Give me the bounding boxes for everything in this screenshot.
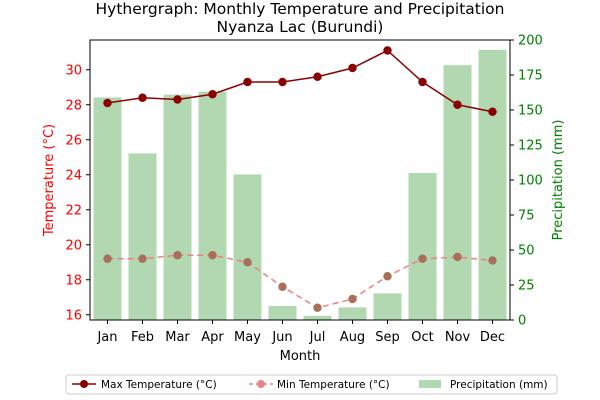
left-tick-label: 24 (65, 168, 82, 183)
precip-bar-jun (268, 306, 297, 320)
left-tick-label: 22 (65, 203, 82, 218)
month-tick-label: Dec (480, 330, 505, 345)
precip-bar-mar (163, 94, 192, 320)
month-tick-label: Nov (445, 330, 471, 345)
right-tick-label: 50 (518, 244, 535, 259)
max-temp-point-jul (313, 72, 322, 81)
right-tick-label: 200 (518, 34, 543, 49)
left-tick-label: 28 (65, 98, 82, 113)
right-tick-label: 125 (518, 139, 543, 154)
month-tick-label: Mar (165, 330, 190, 345)
min-temp-point-oct (418, 254, 427, 263)
chart-title: Hythergraph: Monthly Temperature and Pre… (96, 0, 505, 18)
left-tick-label: 18 (65, 273, 82, 288)
precip-bar-oct (408, 173, 437, 320)
left-tick-label: 16 (65, 308, 82, 323)
legend-box (65, 374, 558, 395)
month-axis: Jan Feb Mar Apr May Jun Jul Aug Sep Oct Nov Dec (96, 320, 505, 345)
min-temp-point-may (243, 258, 252, 267)
left-tick-label: 20 (65, 238, 82, 253)
min-temp-point-apr (208, 251, 217, 260)
right-tick-label: 25 (518, 279, 535, 294)
left-tick-label: 30 (65, 63, 82, 78)
right-tick-label: 75 (518, 209, 535, 224)
precip-bar-sep (373, 293, 402, 320)
legend-max-temp-label: Max Temperature (°C) (101, 379, 217, 391)
max-temp-point-jun (278, 77, 287, 87)
min-temp-line (107, 254, 493, 309)
right-tick-label: 150 (518, 104, 543, 119)
precip-bar-aug (338, 307, 367, 320)
right-axis-label: Precipitation (mm) (551, 120, 566, 241)
precip-bar-jul (303, 315, 332, 320)
max-temp-point-sep (383, 46, 392, 55)
legend-max-temp-marker (80, 380, 88, 388)
min-temp-point-jun (278, 282, 287, 291)
month-tick-label: Jul (309, 330, 326, 345)
max-temp-point-nov (453, 100, 462, 109)
temperature-lines (103, 46, 497, 312)
precipitation-bars (93, 49, 507, 321)
month-tick-label: Jan (96, 330, 117, 345)
max-temp-point-mar (173, 95, 182, 104)
left-axis-label: Temperature (°C) (42, 124, 57, 237)
month-tick-label: Aug (340, 330, 365, 345)
month-tick-label: Feb (131, 330, 154, 345)
precip-bar-dec (478, 49, 507, 321)
chart-subtitle: Nyanza Lac (Burundi) (217, 18, 384, 36)
min-temp-point-jul (313, 303, 322, 312)
min-temp-point-mar (173, 251, 182, 260)
legend-min-temp-marker (257, 380, 265, 388)
max-temp-point-aug (348, 63, 357, 73)
legend-precip-label: Precipitation (mm) (450, 379, 548, 391)
precip-bar-apr (198, 91, 227, 320)
precip-bar-feb (128, 153, 157, 320)
left-tick-label: 26 (65, 133, 82, 148)
right-tick-label: 0 (518, 314, 526, 329)
max-temp-line (107, 49, 493, 113)
min-temp-point-dec (488, 256, 497, 265)
right-tick-label: 175 (518, 69, 543, 84)
max-temp-point-oct (418, 77, 427, 87)
min-temp-point-aug (348, 294, 357, 304)
month-tick-label: Apr (201, 330, 224, 345)
precip-bar-jan (93, 97, 122, 321)
legend-precip-swatch (419, 380, 441, 388)
min-temp-point-sep (383, 272, 392, 281)
max-temp-point-jan (103, 98, 112, 108)
month-tick-label: Jun (271, 330, 292, 345)
min-temp-point-nov (453, 252, 462, 262)
max-temp-point-dec (488, 107, 497, 116)
max-temp-point-feb (138, 93, 147, 102)
max-temp-point-may (243, 77, 252, 87)
legend: Max Temperature (°C) Min Temperature (°C… (65, 374, 558, 395)
max-temp-point-apr (208, 90, 217, 99)
left-temperature-axis: 16 18 20 22 24 26 28 30 (65, 63, 90, 323)
x-axis-label: Month (280, 349, 321, 364)
legend-min-temp-label: Min Temperature (°C) (277, 379, 390, 391)
min-temp-point-jan (103, 254, 112, 263)
month-tick-label: Oct (411, 330, 433, 345)
month-tick-label: May (234, 330, 261, 345)
right-precipitation-axis: 0 25 50 75 100 125 150 175 200 (510, 34, 543, 329)
precip-bar-may (233, 174, 262, 320)
right-tick-label: 100 (518, 174, 543, 189)
min-temp-point-feb (138, 254, 147, 263)
month-tick-label: Sep (375, 330, 400, 345)
